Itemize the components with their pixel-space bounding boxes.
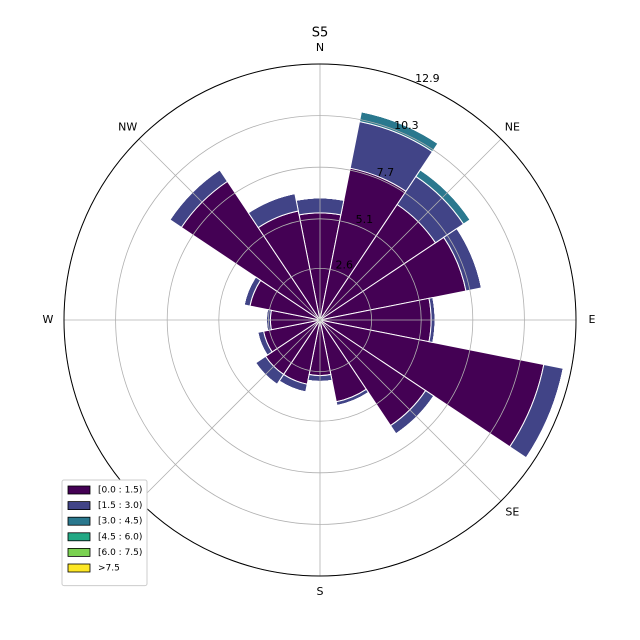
legend-swatch	[67, 548, 91, 557]
bar-segment	[361, 111, 439, 144]
bar-segment	[278, 380, 306, 393]
direction-label: W	[43, 313, 54, 326]
grid-spoke	[319, 319, 502, 502]
grid-spoke	[138, 319, 321, 502]
legend-label: [0.0 : 1.5)	[98, 486, 142, 496]
bar-segment	[265, 309, 268, 331]
r-tick-label: 2.6	[335, 259, 353, 272]
legend-swatch	[67, 563, 91, 573]
polar-frame	[63, 63, 577, 577]
legend-swatch	[67, 485, 91, 495]
bar-segment	[255, 362, 278, 385]
direction-label: NW	[118, 121, 137, 134]
chart-title: S5	[312, 26, 329, 41]
bar-segment	[456, 228, 483, 288]
r-tick-label: 5.1	[356, 213, 374, 226]
legend-swatch	[67, 532, 91, 542]
legend-swatch	[67, 516, 91, 526]
bar-segment	[336, 392, 369, 407]
direction-label: E	[589, 313, 596, 326]
direction-label: NE	[505, 121, 520, 134]
bars	[169, 111, 564, 459]
direction-label: N	[316, 41, 324, 54]
legend-label: [6.0 : 7.5)	[98, 548, 142, 558]
r-tick-label: 10.3	[394, 119, 419, 132]
bar-segment	[432, 297, 436, 343]
r-tick-label: 7.7	[377, 166, 395, 179]
grid-spoke	[319, 138, 502, 321]
grid-spoke	[138, 138, 321, 321]
legend: [0.0 : 1.5) [1.5 : 3.0) [3.0 : 4.5) [4.5 : …	[61, 479, 148, 587]
r-tick-label: 12.9	[415, 72, 440, 85]
legend-label: >7.5	[98, 564, 120, 574]
legend-label: [3.0 : 4.5)	[98, 517, 142, 527]
legend-label: [1.5 : 3.0)	[98, 501, 142, 511]
direction-label: S	[317, 585, 324, 598]
direction-label: SE	[505, 505, 519, 518]
bar-segment	[420, 169, 471, 220]
bar-segment	[169, 169, 220, 220]
legend-swatch	[67, 501, 91, 511]
legend-label: [4.5 : 6.0)	[98, 532, 142, 542]
bar-segment	[296, 197, 344, 201]
